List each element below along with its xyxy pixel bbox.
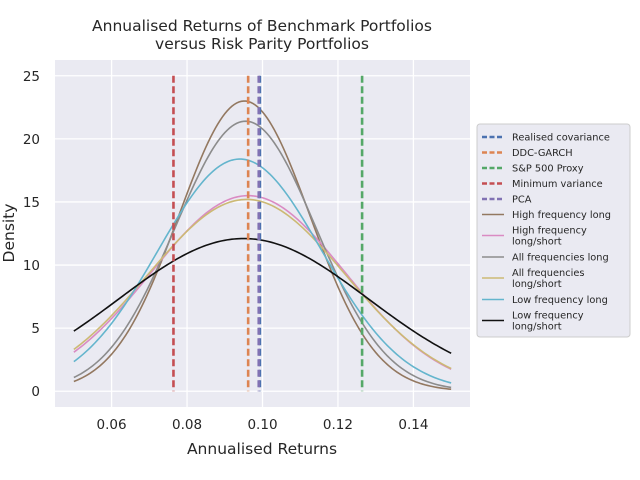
y-tick-label: 25 (23, 69, 40, 85)
x-tick-label: 0.06 (97, 417, 127, 433)
legend-label: S&P 500 Proxy (512, 164, 584, 175)
legend-label: High frequency long (512, 210, 611, 221)
chart-title-line1: Annualised Returns of Benchmark Portfoli… (92, 17, 432, 35)
y-tick-label: 0 (31, 384, 40, 400)
x-axis-label: Annualised Returns (187, 440, 337, 458)
series-line-all-frequencies-long (73, 120, 452, 389)
legend-label: All frequencies long (512, 253, 609, 264)
benchmark-vlines (172, 75, 364, 392)
series-line-high-frequency-long (73, 100, 452, 391)
y-axis-label: Density (0, 204, 18, 263)
y-tick-label: 20 (23, 132, 40, 148)
y-tick-label: 5 (31, 321, 40, 337)
legend-label: Low frequency long (512, 295, 608, 306)
legend-label: long/short (512, 279, 562, 290)
legend-label: High frequency (512, 226, 587, 237)
x-tick-label: 0.12 (323, 417, 353, 433)
legend-label: long/short (512, 237, 562, 248)
legend-label: DDC-GARCH (512, 148, 573, 159)
chart-title-line2: versus Risk Parity Portfolios (155, 35, 369, 53)
grid (55, 60, 470, 407)
legend-label: Low frequency (512, 311, 584, 322)
legend-label: All frequencies (512, 268, 584, 279)
tick-labels: 0.06 0.08 0.10 0.12 0.14 0 5 10 15 20 25 (23, 69, 429, 433)
legend: Realised covariance DDC-GARCH S&P 500 Prox… (476, 123, 631, 338)
legend-label: Realised covariance (512, 133, 610, 144)
legend-label: long/short (512, 322, 562, 333)
x-tick-label: 0.08 (172, 417, 202, 433)
legend-label: PCA (512, 195, 532, 206)
y-tick-label: 15 (23, 195, 40, 211)
series-line-low-frequency-long-short (73, 237, 452, 354)
legend-label: Minimum variance (512, 179, 603, 190)
x-tick-label: 0.14 (398, 417, 428, 433)
legend-box (476, 123, 631, 338)
x-tick-label: 0.10 (247, 417, 277, 433)
y-tick-label: 10 (23, 258, 40, 274)
density-curves (73, 100, 452, 391)
